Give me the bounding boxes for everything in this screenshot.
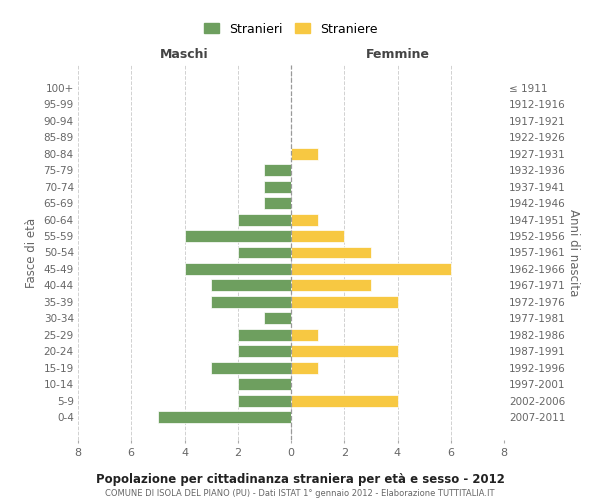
Bar	[291, 246, 371, 258]
Bar	[238, 346, 291, 357]
Bar	[291, 280, 371, 291]
Bar	[291, 394, 398, 406]
Y-axis label: Fasce di età: Fasce di età	[25, 218, 38, 288]
Bar	[265, 181, 291, 192]
Bar	[211, 280, 291, 291]
Bar	[238, 246, 291, 258]
Bar	[211, 296, 291, 308]
Bar	[291, 296, 398, 308]
Bar	[265, 312, 291, 324]
Bar	[291, 362, 317, 374]
Bar	[291, 329, 317, 340]
Legend: Stranieri, Straniere: Stranieri, Straniere	[204, 22, 378, 36]
Bar	[265, 197, 291, 209]
Bar	[291, 148, 317, 160]
Bar	[291, 230, 344, 242]
Bar	[291, 214, 317, 226]
Bar	[238, 394, 291, 406]
Text: COMUNE DI ISOLA DEL PIANO (PU) - Dati ISTAT 1° gennaio 2012 - Elaborazione TUTTI: COMUNE DI ISOLA DEL PIANO (PU) - Dati IS…	[105, 489, 495, 498]
Bar	[238, 378, 291, 390]
Text: Popolazione per cittadinanza straniera per età e sesso - 2012: Popolazione per cittadinanza straniera p…	[95, 472, 505, 486]
Bar	[158, 411, 291, 423]
Bar	[238, 214, 291, 226]
Bar	[238, 329, 291, 340]
Bar	[185, 230, 291, 242]
Y-axis label: Anni di nascita: Anni di nascita	[566, 209, 580, 296]
Text: Maschi: Maschi	[160, 48, 209, 61]
Bar	[291, 346, 398, 357]
Bar	[211, 362, 291, 374]
Bar	[185, 263, 291, 275]
Text: Femmine: Femmine	[365, 48, 430, 61]
Bar	[291, 263, 451, 275]
Bar	[265, 164, 291, 176]
